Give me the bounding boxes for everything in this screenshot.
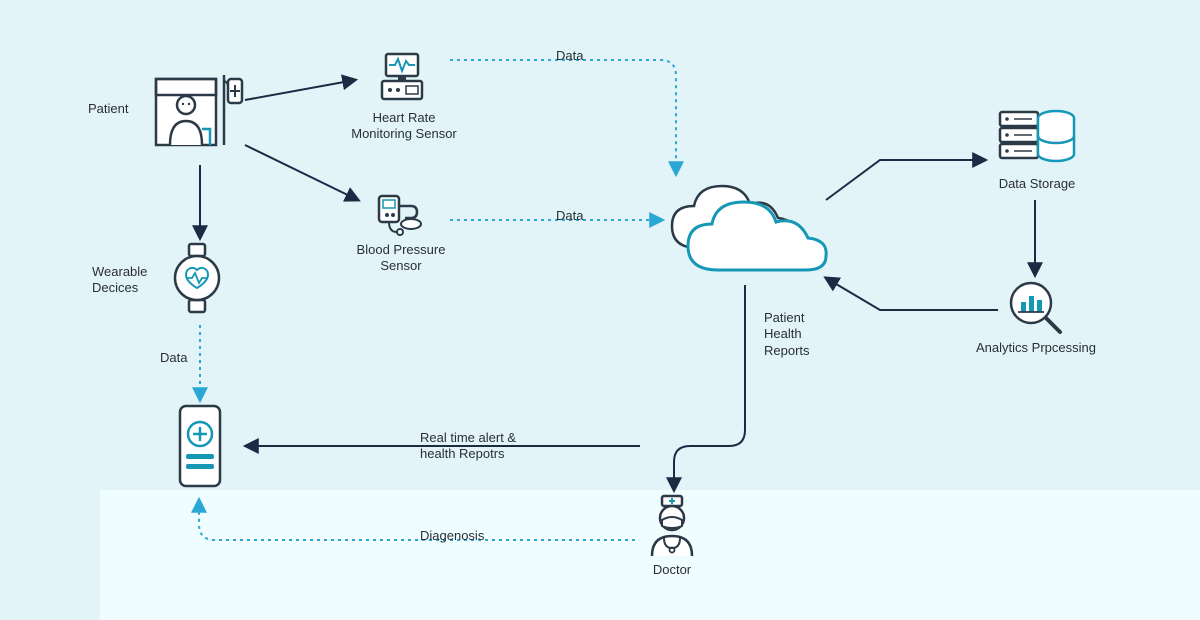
node-bp-sensor: Blood Pressure Sensor: [366, 188, 436, 275]
edge-label-cloud-doctor: Patient Health Reports: [764, 310, 810, 359]
node-analytics: Analytics Prpcessing: [1004, 278, 1068, 356]
node-doctor: Doctor: [640, 494, 704, 578]
edge-analytics-cloud: [826, 278, 998, 310]
analytics-label: Analytics Prpcessing: [956, 340, 1116, 356]
node-patient: Patient: [140, 65, 260, 155]
edge-patient-bp: [245, 145, 358, 200]
heart-monitor-icon: [372, 50, 432, 106]
edge-heart-cloud: [450, 60, 676, 174]
patient-icon: [150, 65, 250, 155]
edge-label-bp-cloud: Data: [556, 208, 583, 224]
analytics-icon: [1006, 278, 1066, 338]
node-phone: [172, 402, 228, 490]
edge-cloud-storage: [826, 160, 985, 200]
edge-label-heart-cloud: Data: [556, 48, 583, 64]
node-cloud: [662, 178, 832, 288]
storage-icon: [994, 106, 1080, 172]
edge-label-wearable-phone: Data: [160, 350, 187, 366]
storage-label: Data Storage: [992, 176, 1082, 192]
patient-label: Patient: [88, 101, 128, 117]
doctor-icon: [642, 494, 702, 560]
bp-sensor-icon: [373, 188, 429, 240]
edge-label-doctor-phone-alert: Real time alert & health Repotrs: [420, 430, 516, 463]
node-wearable: Wearable Decices: [162, 242, 232, 314]
node-heart-sensor: Heart Rate Monitoring Sensor: [362, 50, 442, 143]
heart-sensor-label: Heart Rate Monitoring Sensor: [334, 110, 474, 143]
edge-label-doctor-phone-diag: Diagenosis: [420, 528, 484, 544]
phone-icon: [174, 402, 226, 490]
wearable-icon: [169, 242, 225, 314]
doctor-label: Doctor: [640, 562, 704, 578]
edge-patient-heart: [245, 80, 355, 100]
bp-sensor-label: Blood Pressure Sensor: [346, 242, 456, 275]
cloud-icon: [662, 178, 832, 288]
node-storage: Data Storage: [992, 106, 1082, 192]
diagram-canvas: Patient Heart Rate Monitoring Sensor Blo…: [0, 0, 1200, 620]
wearable-label: Wearable Decices: [92, 264, 147, 297]
edge-cloud-doctor: [674, 285, 745, 490]
